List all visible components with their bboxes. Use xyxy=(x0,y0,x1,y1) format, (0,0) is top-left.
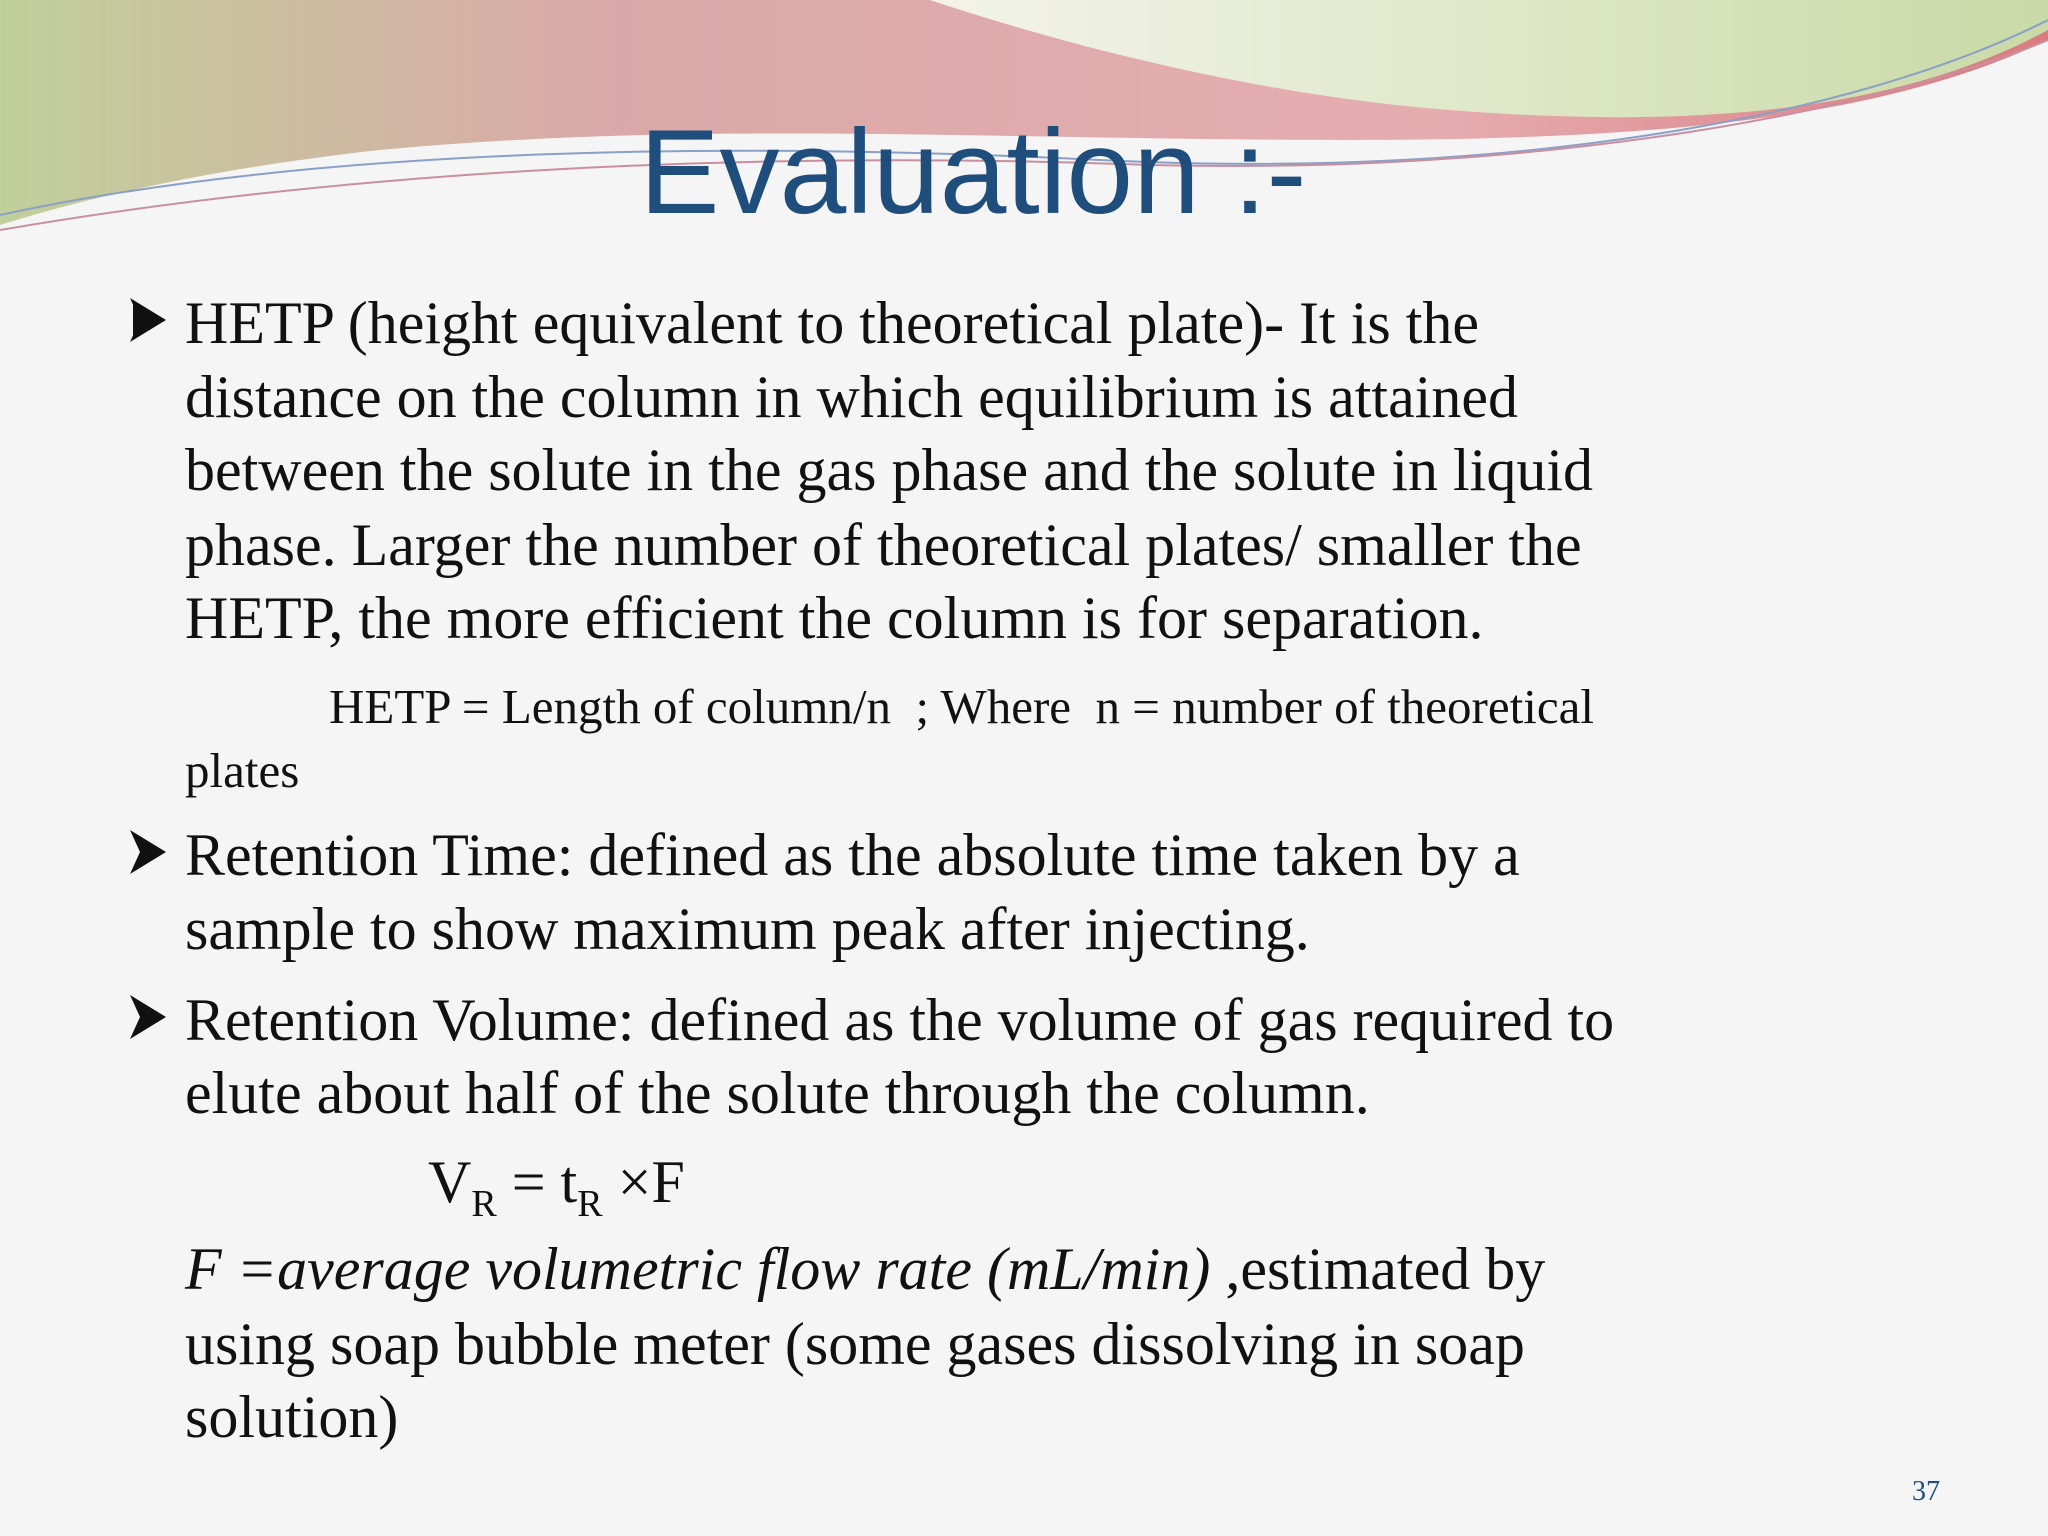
bullet-arrow xyxy=(130,995,166,1039)
equation-line: HETP = Length of column/n ; Where n = nu… xyxy=(329,679,1594,734)
bullet-line: Retention Time: defined as the absolute … xyxy=(185,822,1520,888)
bullet-line: Retention Volume: defined as the volume … xyxy=(185,987,1615,1053)
bullet-line: between the solute in the gas phase and … xyxy=(185,437,1594,503)
note-italic: F =average volumetric flow rate (mL/min) xyxy=(185,1236,1211,1302)
equation-line: plates xyxy=(185,743,300,798)
formula-part: V xyxy=(428,1149,472,1215)
bullet-line: HETP, the more efficient the column is f… xyxy=(185,585,1484,651)
title: Evaluation :- xyxy=(639,105,1307,239)
bullet-line: distance on the column in which equilibr… xyxy=(185,364,1519,430)
bullet-arrow xyxy=(130,298,166,342)
note-line: F =average volumetric flow rate (mL/min)… xyxy=(185,1239,1545,1299)
formula-part: = t xyxy=(511,1149,578,1215)
formula-part: ×F xyxy=(617,1149,685,1215)
bullet-line: elute about half of the solute through t… xyxy=(185,1060,1370,1126)
bullet-line: sample to show maximum peak after inject… xyxy=(185,896,1310,962)
note-text: ,estimated by xyxy=(1210,1236,1546,1302)
note-line: solution) xyxy=(185,1384,399,1450)
page-number: 37 xyxy=(1912,1476,1940,1507)
bullet-line: phase. Larger the number of theoretical … xyxy=(185,512,1582,578)
formula-subscript: R xyxy=(471,1183,497,1225)
bullet-arrow xyxy=(130,830,166,874)
bullet-line: HETP (height equivalent to theoretical p… xyxy=(185,290,1480,356)
note-line: using soap bubble meter (some gases diss… xyxy=(185,1311,1525,1377)
formula: VR = tR ×F xyxy=(428,1149,685,1223)
formula-subscript: R xyxy=(577,1183,603,1225)
